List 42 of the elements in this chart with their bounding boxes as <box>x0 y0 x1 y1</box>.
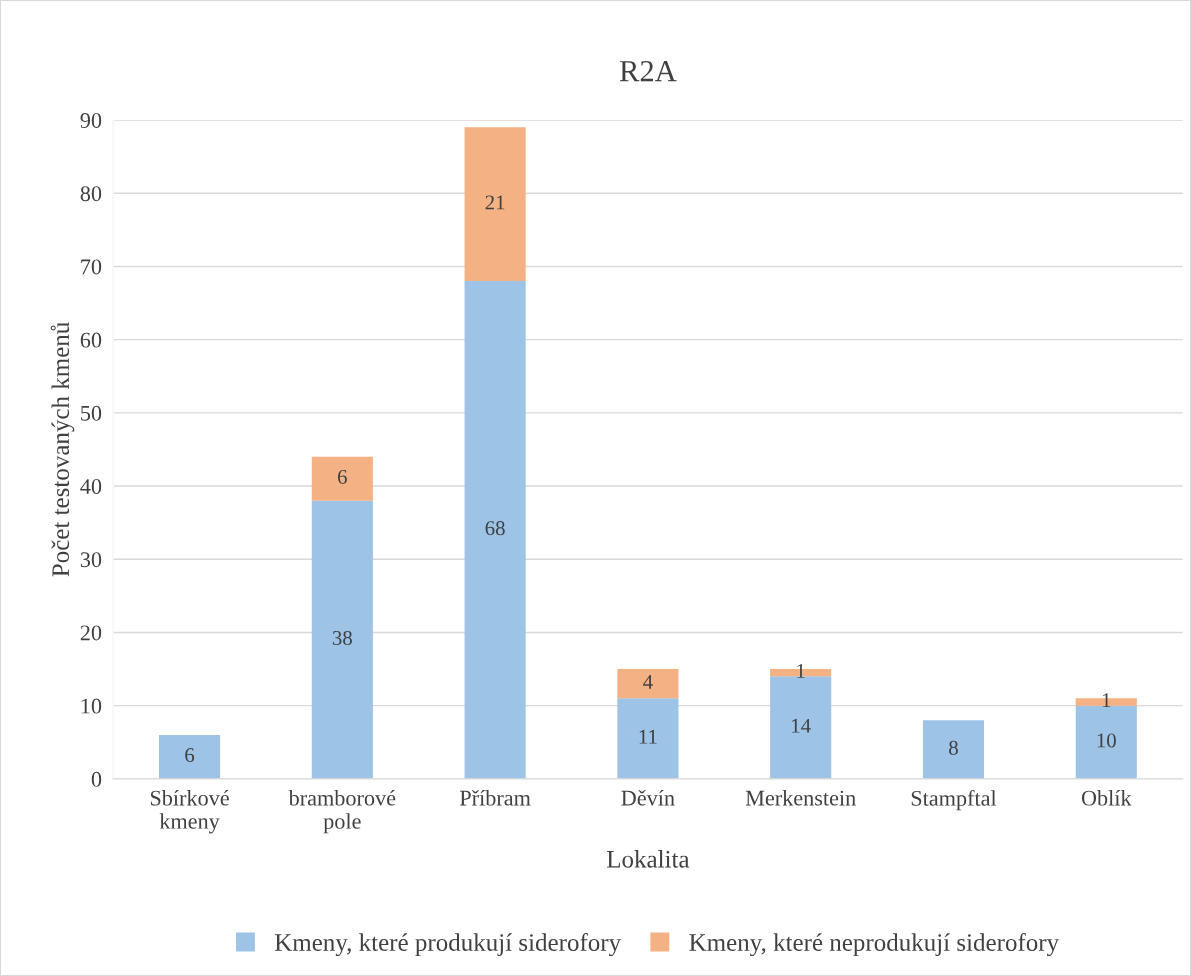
legend-label: Kmeny, které neprodukují siderofory <box>689 933 1059 957</box>
chart-title: R2A <box>619 60 677 82</box>
data-label: 38 <box>332 630 352 645</box>
data-label: 11 <box>639 729 657 744</box>
bar <box>464 281 526 779</box>
y-tick-label: 60 <box>80 332 102 348</box>
x-tick-label: Sbírkové kmeny <box>150 789 229 834</box>
data-label: 6 <box>338 469 347 484</box>
legend-label: Kmeny, které produkují siderofory <box>274 933 622 957</box>
bar <box>922 720 985 779</box>
data-label: 21 <box>485 195 505 210</box>
bar <box>617 669 679 699</box>
bar <box>158 734 221 779</box>
x-tick-label: Merkenstein <box>745 789 856 806</box>
data-label: 14 <box>792 718 811 733</box>
data-label: 10 <box>1097 733 1116 748</box>
y-tick-label: 40 <box>80 478 102 494</box>
x-tick-label: Stampftal <box>911 789 997 811</box>
y-axis-title: Počet testovaných kmenů <box>50 322 75 577</box>
bar <box>311 456 373 501</box>
y-tick-label: 0 <box>91 771 102 787</box>
x-axis-title: Lokalita <box>606 850 690 868</box>
y-tick-label: 70 <box>81 259 102 275</box>
data-label: 4 <box>643 674 653 689</box>
x-tick-label: Příbram <box>459 789 531 806</box>
data-label: 8 <box>949 740 958 755</box>
bar <box>311 500 373 779</box>
y-tick-label: 10 <box>81 698 102 714</box>
bar <box>464 127 526 282</box>
y-tick-label: 80 <box>80 186 102 202</box>
bar <box>770 676 832 779</box>
bar <box>1075 705 1137 779</box>
y-tick-label: 90 <box>80 112 102 128</box>
y-tick-label: 50 <box>81 405 102 421</box>
x-tick-label: Oblík <box>1081 789 1132 806</box>
y-tick-label: 30 <box>80 552 102 568</box>
y-tick-label: 20 <box>80 625 102 641</box>
x-tick-label: Děvín <box>621 789 675 806</box>
x-tick-label: bramborové pole <box>288 789 396 834</box>
data-label: 68 <box>485 521 505 536</box>
bar <box>617 698 679 779</box>
data-label: 6 <box>185 748 195 763</box>
